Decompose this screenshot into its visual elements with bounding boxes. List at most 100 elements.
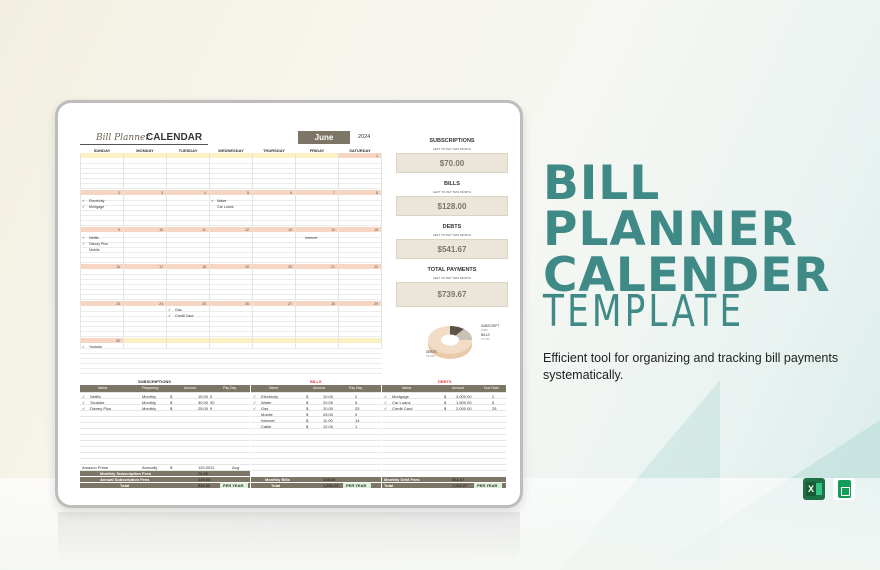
- debts-summary-value: $541.67: [396, 239, 508, 259]
- grid-line: [80, 311, 382, 312]
- date-bar: [252, 338, 295, 343]
- date-number: 26: [245, 301, 249, 306]
- table-row: [251, 434, 381, 435]
- date-number: 1: [376, 153, 378, 158]
- column-header: Amount: [452, 386, 465, 390]
- footer-value: 1,536.00: [323, 483, 339, 488]
- date-bar: [209, 301, 252, 306]
- footer-value: 120.00: [198, 477, 211, 482]
- year-label: 2024: [358, 134, 371, 140]
- heading-line-3: CALENDER: [543, 248, 831, 303]
- grid-line: [166, 153, 167, 348]
- column-header: Name: [269, 386, 279, 390]
- date-number: 29: [374, 301, 378, 306]
- table-header: [80, 385, 250, 392]
- grid-line: [80, 183, 382, 184]
- date-bar: [80, 301, 123, 306]
- debts-summary-label: DEBTS: [442, 224, 462, 230]
- cell: Monthly: [142, 394, 157, 399]
- table-row: [251, 392, 381, 393]
- grid-line: [80, 200, 382, 201]
- cell: 5: [492, 400, 495, 405]
- grid-line: [80, 331, 382, 332]
- date-number: 7: [333, 190, 335, 195]
- date-number: 27: [288, 301, 292, 306]
- cell: Mortgage: [392, 394, 409, 399]
- table-row: [382, 392, 506, 393]
- date-bar: [166, 227, 209, 232]
- table-row: [80, 434, 250, 435]
- day-header: SATURDAY: [349, 148, 371, 153]
- date-bar: [123, 264, 166, 269]
- date-bar: [338, 338, 381, 343]
- cell: Monthly: [142, 400, 157, 405]
- check-icon: ✓: [384, 394, 388, 399]
- table-footer-row: [251, 483, 381, 488]
- cell: 25: [492, 406, 497, 411]
- cell: 9: [355, 412, 358, 417]
- table-header: [382, 385, 506, 392]
- calendar-entry: Mortgage: [89, 205, 105, 209]
- date-bar: [209, 190, 252, 195]
- cell: $: [170, 400, 173, 405]
- tablet-reflection: [58, 512, 520, 562]
- table-row: [80, 416, 250, 417]
- table-footer-row: [80, 471, 250, 476]
- date-bar: [338, 264, 381, 269]
- grid-line: [80, 215, 382, 216]
- date-bar: [80, 338, 123, 343]
- date-number: 20: [288, 264, 292, 269]
- excel-icon: X: [803, 478, 825, 500]
- date-bar: [166, 190, 209, 195]
- cell: 120.00: [198, 465, 211, 470]
- cell: 14: [355, 418, 360, 423]
- grid-line: [338, 153, 339, 348]
- day-header: MONDAY: [136, 148, 154, 153]
- per-year-label: PER YEAR: [346, 483, 367, 488]
- grid-line: [209, 153, 210, 348]
- donut-label: SUBSCRIPT: [481, 324, 499, 328]
- calendar-entry: Electricity: [89, 199, 105, 203]
- day-header: THURSDAY: [263, 148, 285, 153]
- donut-label: 9.5%: [481, 328, 488, 332]
- table-row: [382, 434, 506, 435]
- per-year-cell: [220, 483, 248, 488]
- heading-line-1: BILL: [543, 156, 661, 211]
- date-number: 15: [374, 227, 378, 232]
- cell: $: [306, 394, 309, 399]
- footer-value: 7,041.67: [452, 483, 468, 488]
- table-row: [382, 446, 506, 447]
- date-bar: [123, 227, 166, 232]
- date-number: 28: [331, 301, 335, 306]
- grid-line: [80, 299, 382, 300]
- column-header: Name: [98, 386, 108, 390]
- table-row: [80, 398, 250, 399]
- grid-line: [80, 348, 382, 349]
- date-number: 16: [116, 264, 120, 269]
- table-row: [80, 464, 250, 465]
- table-row: [80, 410, 250, 411]
- excel-glyph: X: [806, 482, 816, 496]
- date-bar: [295, 338, 338, 343]
- grid-line: [80, 210, 382, 211]
- table-row: [382, 452, 506, 453]
- cell: $: [444, 400, 447, 405]
- grid-line: [80, 252, 382, 253]
- grid-line: [252, 153, 253, 348]
- summary-sublabel: LEFT TO PAY THIS MONTH: [433, 233, 471, 237]
- date-bar: [338, 301, 381, 306]
- debts-table: Name Amount Due Date ✓ Mortgage $3,000.00 2…: [382, 385, 506, 495]
- donut-hole: [441, 334, 459, 346]
- cell: 15.00: [198, 394, 209, 399]
- table-row: [251, 470, 381, 471]
- date-bar: [295, 153, 338, 158]
- cell: 20.00: [323, 406, 334, 411]
- cell: 11.00: [323, 418, 333, 423]
- column-header: Name: [402, 386, 412, 390]
- calendar-entry: Car Loans: [217, 205, 234, 209]
- cell: Youtube: [90, 400, 105, 405]
- cell: Amazon Prime: [82, 465, 109, 470]
- sheets-icon: [833, 478, 855, 500]
- bills-summary-label: BILLS: [444, 181, 460, 187]
- check-icon: ✓: [253, 400, 257, 405]
